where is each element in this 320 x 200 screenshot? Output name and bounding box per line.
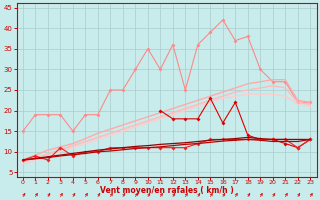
X-axis label: Vent moyen/en rafales ( km/h ): Vent moyen/en rafales ( km/h ): [100, 186, 234, 195]
